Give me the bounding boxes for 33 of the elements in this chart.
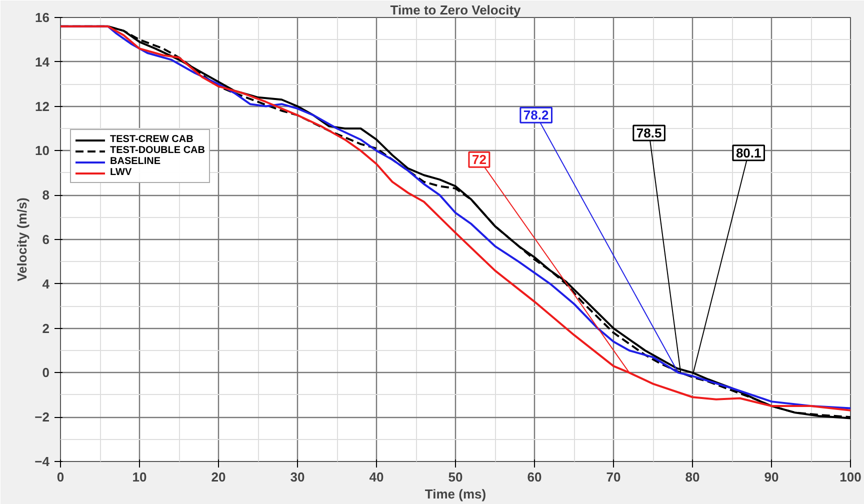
legend-label: LWV (110, 167, 132, 178)
x-tick-label: 10 (132, 470, 147, 484)
y-axis-title: Velocity (m/s) (14, 198, 30, 282)
annotation: 78.2 (523, 108, 549, 123)
x-tick-label: 70 (606, 470, 621, 484)
y-tick-label: −2 (34, 410, 50, 425)
x-tick-label: 0 (56, 470, 64, 484)
x-tick-label: 40 (369, 470, 384, 484)
y-tick-label: 14 (35, 54, 50, 70)
x-tick-label: 100 (840, 470, 862, 484)
legend-label: TEST-DOUBLE CAB (110, 145, 205, 156)
y-tick-label: 10 (35, 143, 50, 158)
annotation: 72 (472, 152, 486, 168)
x-tick-label: 80 (685, 470, 700, 484)
x-tick-label: 20 (211, 470, 226, 484)
y-tick-label: 16 (35, 10, 50, 25)
annotation: 80.1 (736, 145, 762, 160)
x-tick-label: 60 (527, 470, 542, 484)
chart-title: Time to Zero Velocity (390, 2, 522, 18)
y-tick-label: −4 (34, 454, 50, 469)
legend-label: BASELINE (110, 156, 161, 167)
y-tick-label: 8 (42, 188, 50, 203)
x-tick-label: 90 (764, 470, 779, 484)
y-tick-label: 4 (42, 276, 50, 292)
x-tick-label: 50 (448, 470, 463, 484)
y-tick-label: 0 (42, 365, 50, 380)
y-tick-label: 12 (35, 98, 50, 114)
y-tick-label: 2 (42, 320, 50, 336)
legend-label: TEST-CREW CAB (110, 134, 194, 145)
x-tick-label: 30 (290, 470, 305, 484)
annotation: 78.5 (636, 125, 662, 140)
y-tick-label: 6 (42, 232, 50, 247)
x-axis-title: Time (ms) (424, 486, 486, 502)
